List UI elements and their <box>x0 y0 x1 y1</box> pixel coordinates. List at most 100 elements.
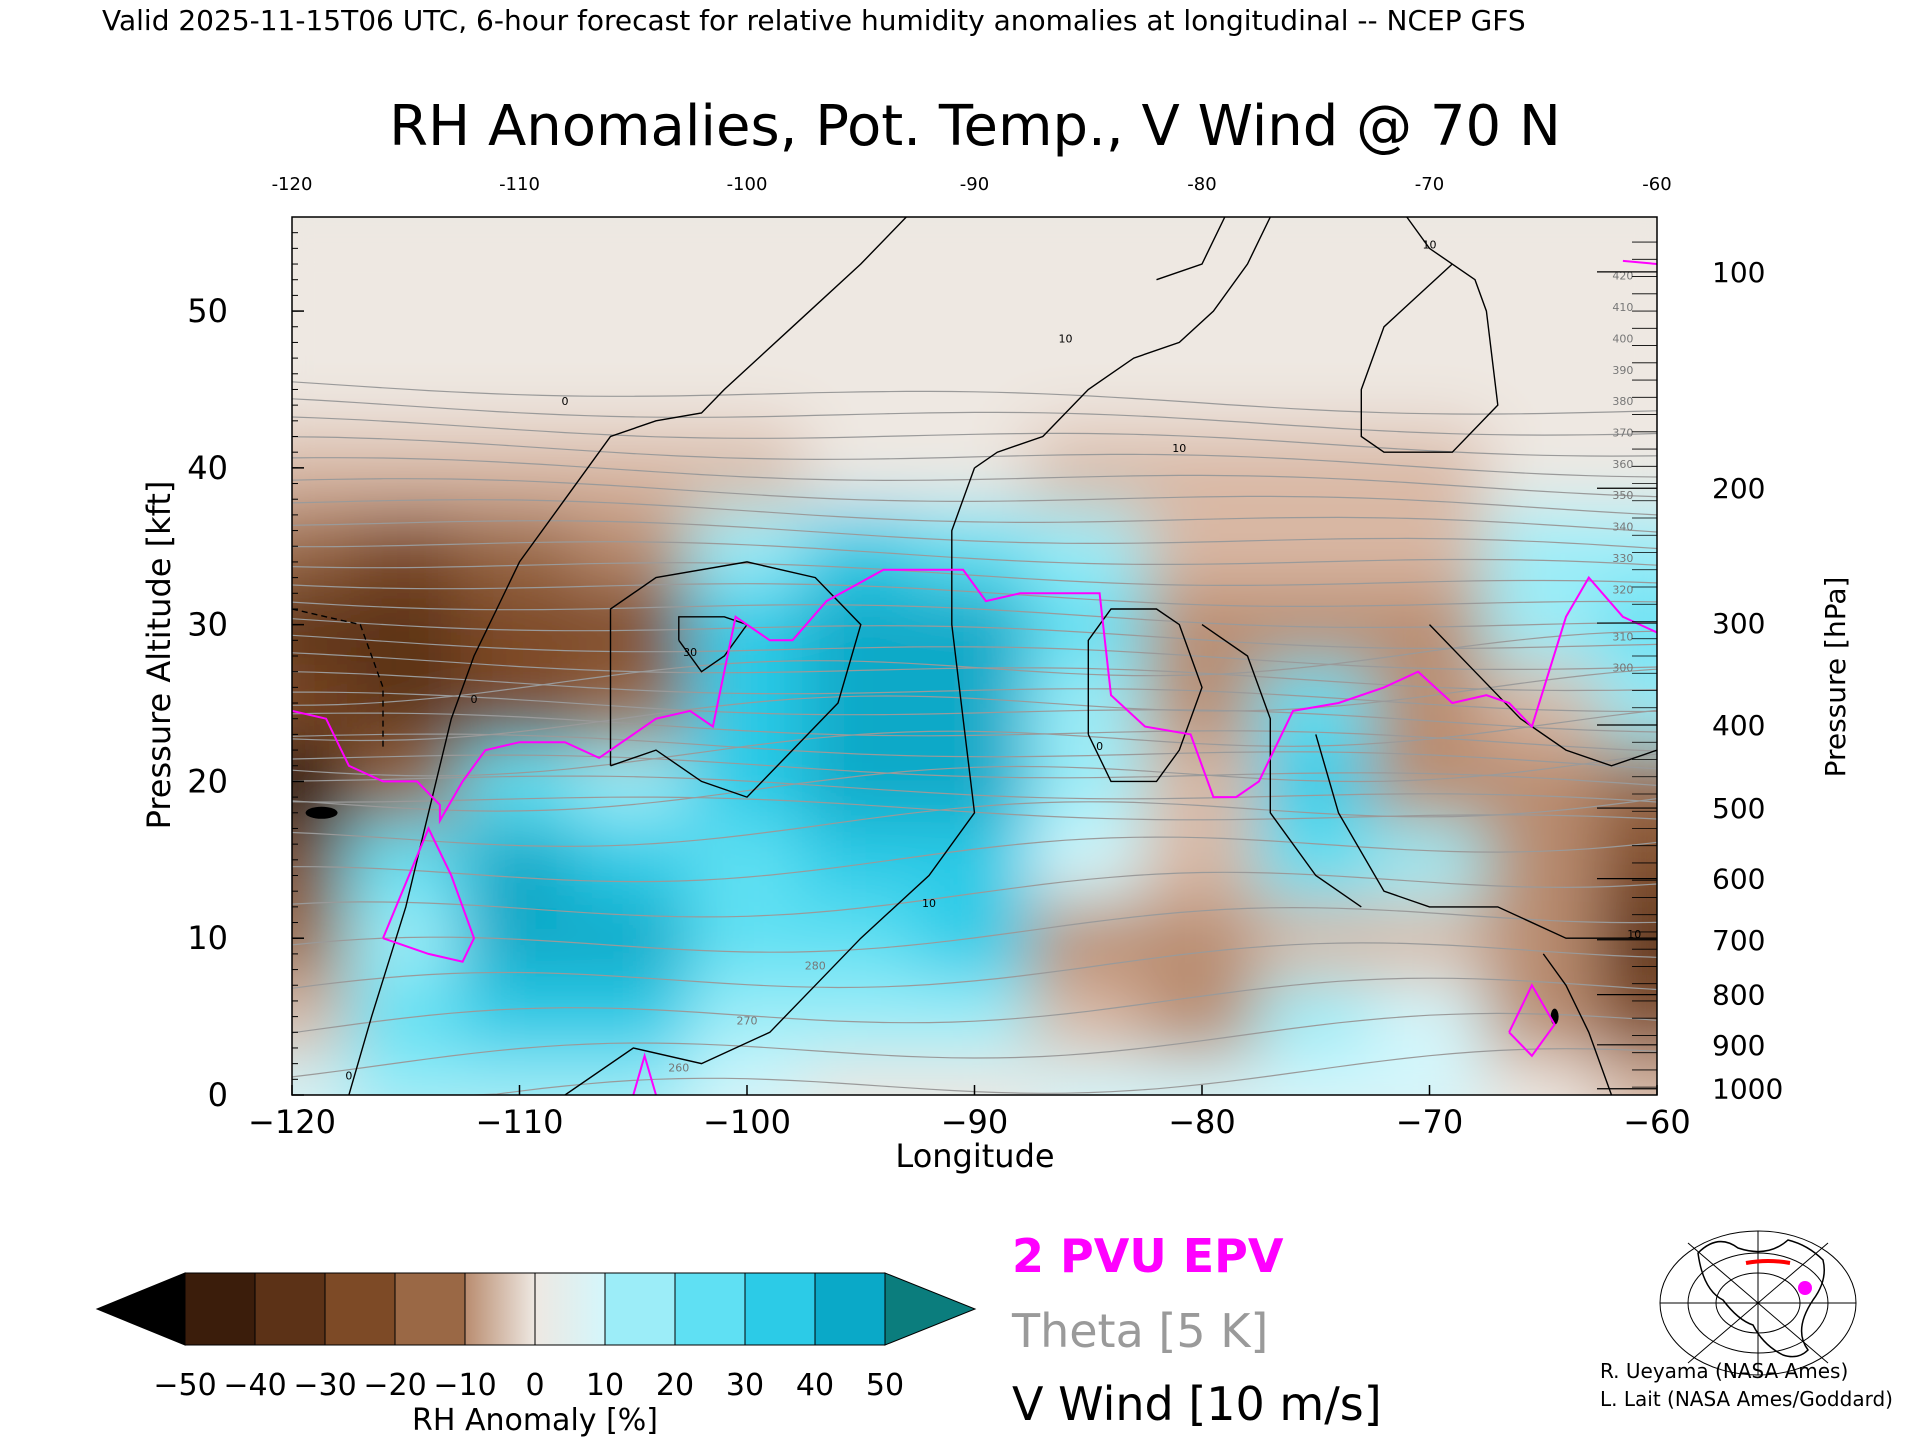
rh-cell <box>574 217 693 274</box>
rh-cell <box>574 269 693 353</box>
theta-contour <box>292 652 1657 692</box>
colorbar: −50 −40 −30 −20 −10 0 10 20 30 40 50 <box>95 1272 977 1403</box>
rh-cell <box>346 975 465 1058</box>
rh-cell <box>460 740 579 823</box>
rh-cell <box>346 1053 465 1095</box>
rh-cell <box>801 818 920 902</box>
rh-cell <box>1256 505 1375 588</box>
rh-cell <box>915 583 1034 666</box>
rh-cell <box>688 818 806 902</box>
rh-cell <box>574 818 693 902</box>
rh-cell <box>1598 583 1657 666</box>
theta-contour <box>292 671 1657 713</box>
rh-cell <box>346 426 465 510</box>
rh-cell <box>915 505 1034 588</box>
rh-cell <box>1370 269 1489 353</box>
vwind-label: 0 <box>562 395 569 408</box>
rh-cell <box>1370 818 1489 902</box>
colorbar-tick-label: 40 <box>796 1368 834 1403</box>
rh-cell <box>1143 217 1261 274</box>
rh-cell <box>574 583 693 666</box>
rh-cell <box>915 975 1034 1058</box>
rh-cell <box>688 348 806 431</box>
vwind-label: 0 <box>471 693 478 706</box>
theta-contour <box>292 871 1657 918</box>
vwind-blob <box>305 806 338 819</box>
rh-cell <box>688 505 806 588</box>
rh-cell <box>574 505 693 588</box>
colorbar-segment <box>394 1272 466 1346</box>
epv-2pvu-line <box>292 259 1657 1095</box>
rh-cell <box>346 269 465 353</box>
theta-contour <box>292 798 1657 848</box>
rh-cell <box>1029 897 1148 980</box>
rh-cell <box>801 505 920 588</box>
colorbar-tick-label: 50 <box>866 1368 904 1403</box>
theta-label: 380 <box>1612 395 1633 408</box>
colorbar-tick-label: 30 <box>726 1368 764 1403</box>
rh-cell <box>1484 661 1603 745</box>
rh-cell <box>1370 217 1489 274</box>
rh-cell <box>1143 818 1261 902</box>
rh-cell <box>1256 897 1375 980</box>
vwind-contour <box>1315 734 1657 939</box>
rh-cell <box>1256 661 1375 745</box>
theta-contour <box>292 499 1657 533</box>
theta-contours: 2602702803003103203303403503603703803904… <box>292 270 1657 1095</box>
rh-cell <box>1029 505 1148 588</box>
theta-contour <box>292 906 1657 953</box>
pressure-tick-label: 900 <box>1712 1029 1765 1062</box>
pressure-tick-label: 100 <box>1712 256 1765 289</box>
colorbar-tick-label: 0 <box>525 1368 544 1403</box>
vwind-contour <box>1201 624 1362 908</box>
rh-cell <box>1256 975 1375 1058</box>
top-tick-label: -80 <box>1187 174 1216 195</box>
vwind-contour <box>1542 953 1613 1095</box>
colorbar-tick-label: −50 <box>153 1368 216 1403</box>
rh-cell <box>1370 348 1489 431</box>
legend-theta: Theta [5 K] <box>1011 1304 1268 1358</box>
rh-cell <box>1029 426 1148 510</box>
vwind-label: 10 <box>1172 442 1186 455</box>
theta-contour <box>292 601 1657 628</box>
plot-area: 2602702803003103203303403503603703803904… <box>292 217 1657 1095</box>
colorbar-segment <box>674 1272 746 1346</box>
theta-label: 400 <box>1612 332 1633 345</box>
rh-cell <box>292 1053 351 1095</box>
theta-contour <box>292 754 1657 786</box>
x-tick-label: −90 <box>941 1103 1009 1141</box>
chart-title: RH Anomalies, Pot. Temp., V Wind @ 70 N <box>389 94 1561 159</box>
y-tick-label: 40 <box>187 449 228 487</box>
rh-cell <box>915 217 1034 274</box>
pressure-tick-label: 600 <box>1712 863 1765 896</box>
pressure-tick-label: 1000 <box>1712 1073 1783 1106</box>
theta-label: 310 <box>1612 630 1633 643</box>
vwind-label: 10 <box>1423 238 1437 251</box>
rh-cell <box>1484 975 1603 1058</box>
rh-cell <box>688 269 806 353</box>
colorbar-tick-label: 10 <box>586 1368 624 1403</box>
rh-cell <box>574 661 693 745</box>
y-tick-label: 0 <box>208 1076 228 1114</box>
rh-cell <box>1143 505 1261 588</box>
rh-cell <box>460 583 579 666</box>
vwind-contour <box>348 217 907 1095</box>
top-tick-label: -110 <box>499 174 540 195</box>
y-tick-label: 20 <box>187 762 228 800</box>
rh-cell <box>1484 1053 1603 1095</box>
epv-line <box>1622 259 1657 265</box>
rh-cell <box>688 897 806 980</box>
colorbar-segment <box>814 1272 886 1346</box>
pressure-tick-label: 500 <box>1712 792 1765 825</box>
theta-label: 320 <box>1612 583 1633 596</box>
theta-contour <box>292 436 1657 478</box>
pressure-tick-label: 300 <box>1712 607 1765 640</box>
rh-cell <box>460 661 579 745</box>
rh-cell <box>574 740 693 823</box>
colorbar-segment <box>324 1272 396 1346</box>
rh-cell <box>292 661 351 745</box>
theta-label: 300 <box>1612 662 1633 675</box>
rh-cell <box>1484 818 1603 902</box>
theta-contour <box>292 381 1657 415</box>
rh-cell <box>1256 818 1375 902</box>
